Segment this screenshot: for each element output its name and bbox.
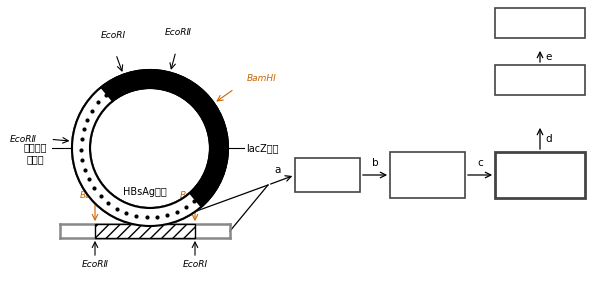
Text: a: a xyxy=(274,165,280,175)
Text: BamHⅠ: BamHⅠ xyxy=(247,74,276,83)
Wedge shape xyxy=(100,70,228,208)
Text: d: d xyxy=(545,134,551,143)
Text: EcoRⅡ: EcoRⅡ xyxy=(82,260,109,269)
Text: EcoRⅡ: EcoRⅡ xyxy=(164,28,191,38)
Text: BamHⅠ: BamHⅠ xyxy=(180,191,210,200)
Text: 注射疫苗: 注射疫苗 xyxy=(527,75,553,85)
Text: b: b xyxy=(371,158,379,168)
Text: HBsAg
抗原蛋白: HBsAg 抗原蛋白 xyxy=(523,164,557,186)
Text: EcoRⅠ: EcoRⅠ xyxy=(101,31,127,40)
Bar xyxy=(495,152,585,198)
Text: HBsAg基因: HBsAg基因 xyxy=(123,187,167,197)
Text: lacZ基因: lacZ基因 xyxy=(246,143,278,153)
Text: 工程菌
(大肠杆菌): 工程菌 (大肠杆菌) xyxy=(411,164,444,186)
Wedge shape xyxy=(72,88,200,226)
Text: e: e xyxy=(545,52,551,61)
Text: 相应抗体: 相应抗体 xyxy=(527,18,553,28)
Text: 重组质粒: 重组质粒 xyxy=(315,170,340,180)
Text: EcoRⅠ: EcoRⅠ xyxy=(182,260,208,269)
Bar xyxy=(495,65,585,95)
Text: EcoRⅡ: EcoRⅡ xyxy=(10,135,37,144)
Text: 青霉素抗
性基因: 青霉素抗 性基因 xyxy=(23,142,47,164)
Bar xyxy=(495,8,585,38)
Bar xyxy=(95,224,195,238)
Bar xyxy=(390,152,465,198)
Text: BamHⅠ: BamHⅠ xyxy=(80,191,110,200)
Text: c: c xyxy=(477,158,483,168)
Bar xyxy=(295,158,360,192)
